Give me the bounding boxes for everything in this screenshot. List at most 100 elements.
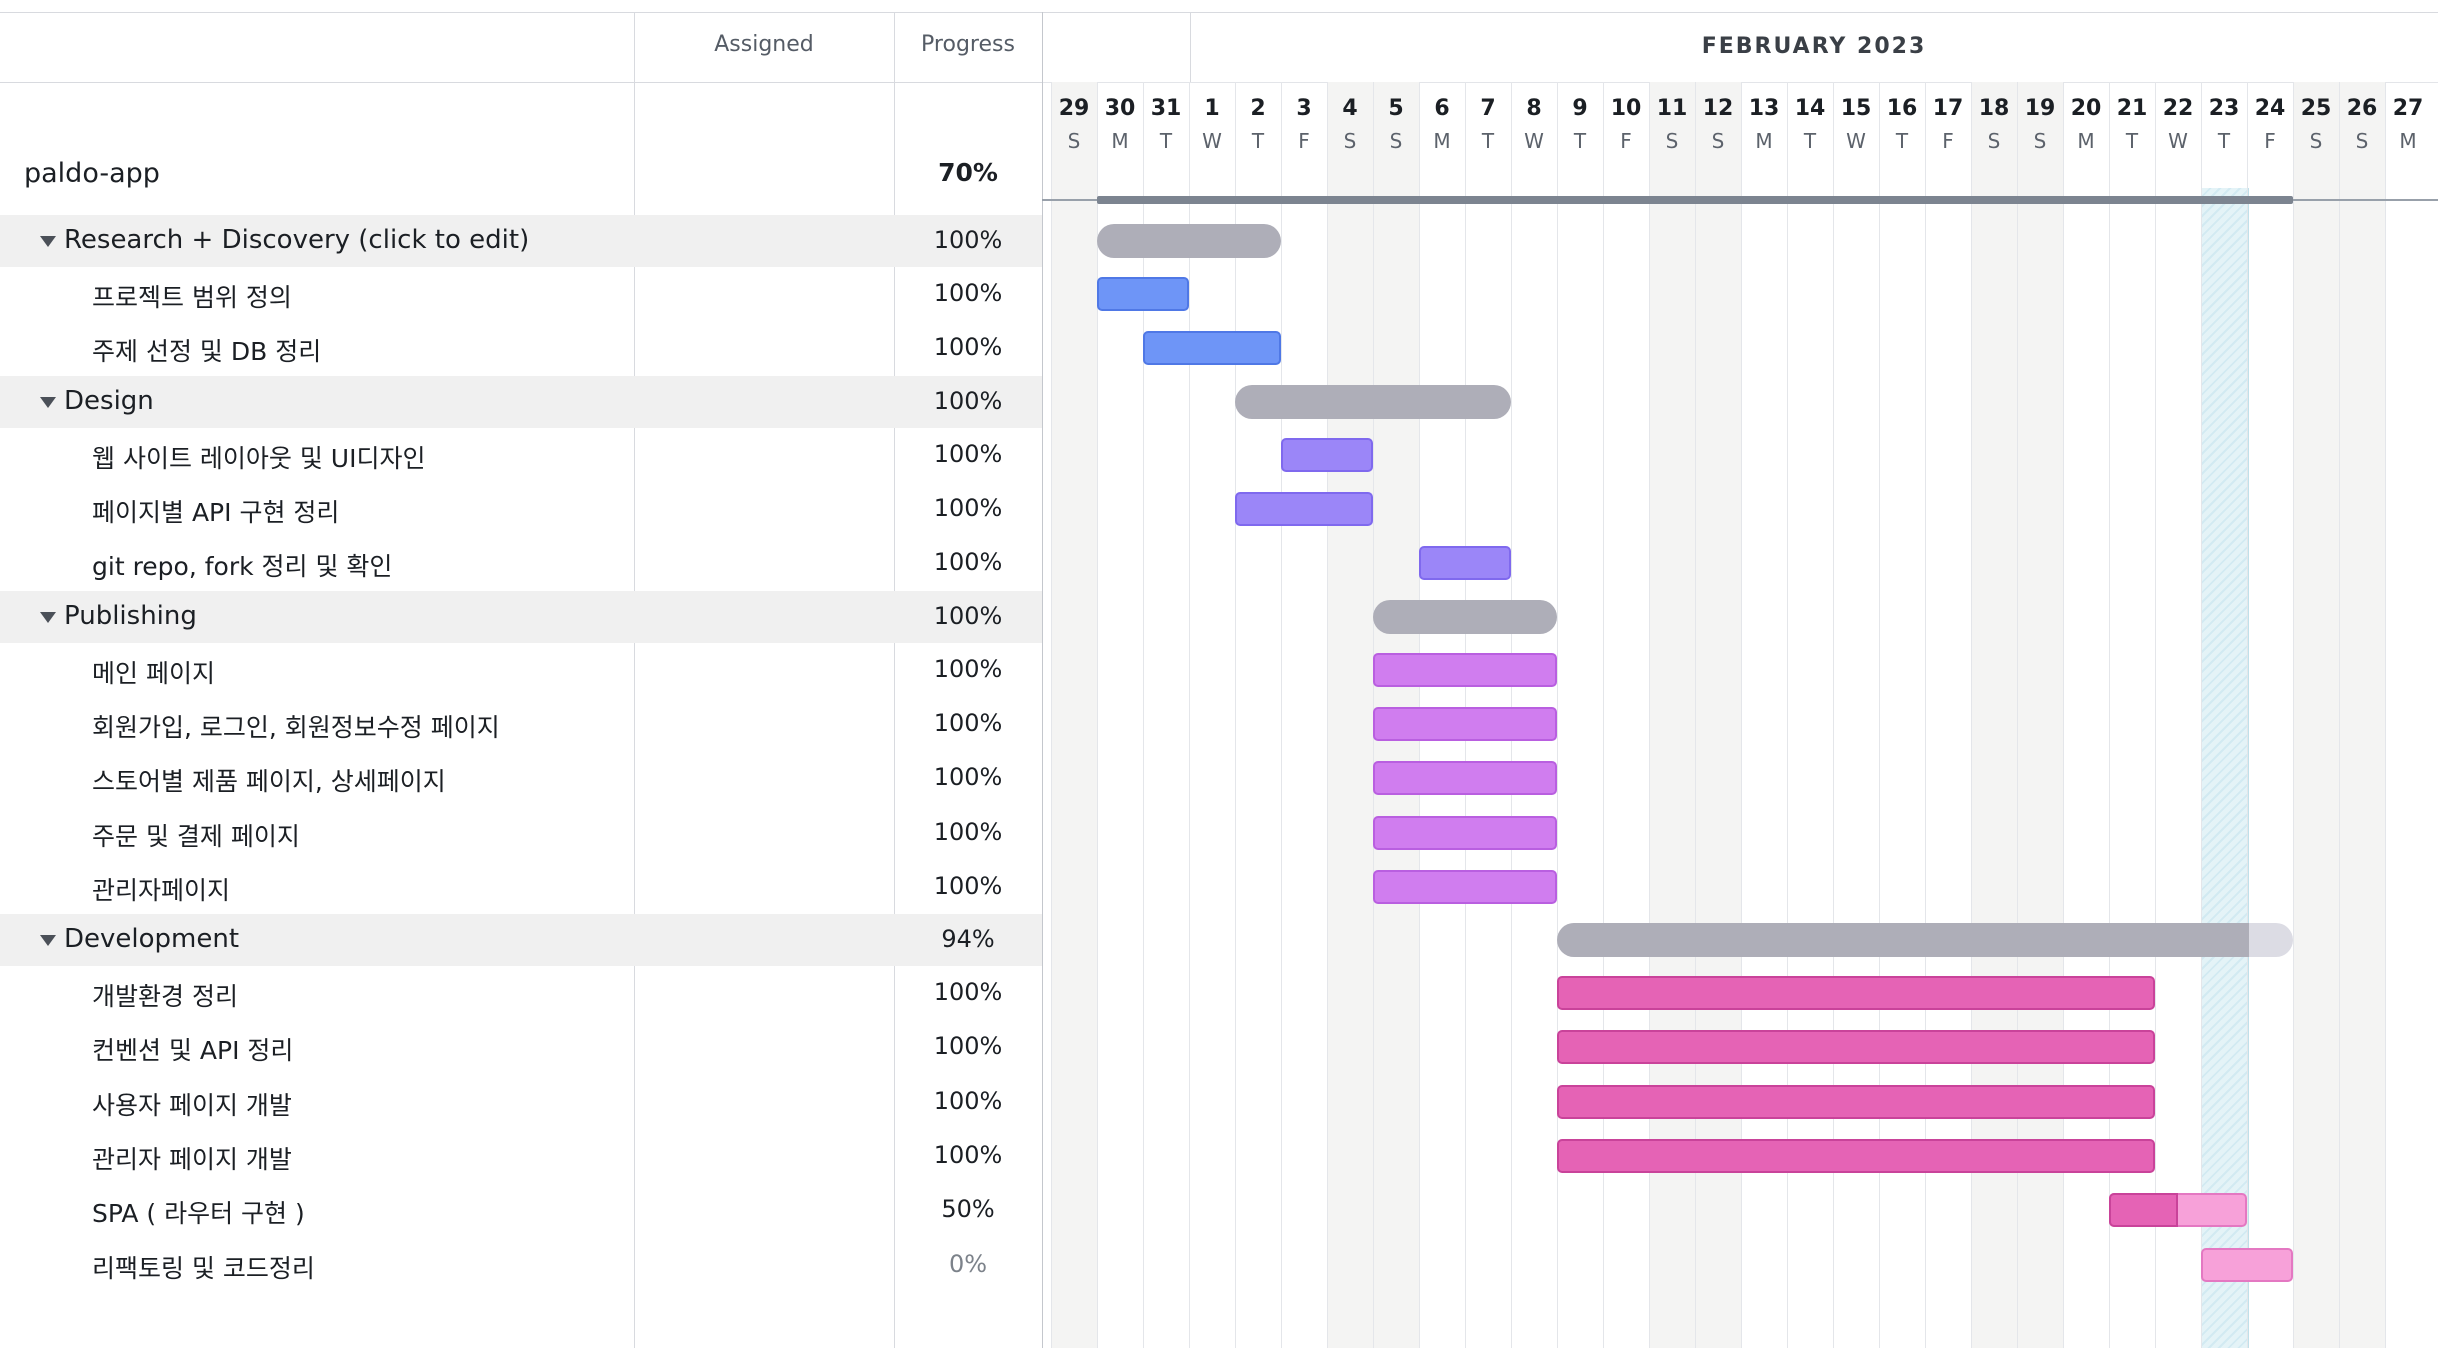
day-number: 16: [1886, 96, 1918, 121]
day-number: 25: [2300, 96, 2332, 121]
day-weekday: W: [1846, 129, 1866, 153]
day-number: 1: [1204, 96, 1220, 121]
group-name[interactable]: Development: [64, 924, 240, 954]
day-number: 26: [2346, 96, 2378, 121]
project-progress: 70%: [938, 158, 998, 187]
task-progress: 0%: [948, 1249, 988, 1278]
project-name[interactable]: paldo-app: [24, 158, 160, 189]
task-bar[interactable]: [1557, 1139, 2155, 1174]
collapse-caret-icon[interactable]: [40, 935, 56, 946]
task-name[interactable]: 주문 및 결제 페이지: [92, 821, 300, 851]
task-progress: 100%: [933, 601, 1003, 630]
assigned-header[interactable]: Assigned: [714, 32, 814, 57]
task-progress: 100%: [933, 439, 1003, 468]
day-number: 31: [1150, 96, 1182, 121]
task-bar[interactable]: [1557, 976, 2155, 1011]
day-gridline: [1741, 82, 1742, 1348]
task-name[interactable]: 관리자 페이지 개발: [92, 1145, 292, 1175]
group-bar[interactable]: [1557, 923, 2293, 957]
collapse-caret-icon[interactable]: [40, 236, 56, 247]
task-name[interactable]: git repo, fork 정리 및 확인: [92, 552, 393, 582]
progress-header[interactable]: Progress: [921, 32, 1015, 57]
collapse-caret-icon[interactable]: [40, 611, 56, 623]
day-weekday: S: [1665, 129, 1679, 153]
day-gridline: [2109, 82, 2110, 1348]
group-row-band: [0, 215, 1042, 267]
task-progress: 100%: [933, 494, 1003, 523]
group-bar[interactable]: [1097, 224, 1281, 258]
day-number: 12: [1702, 96, 1734, 121]
day-gridline: [2339, 82, 2340, 1348]
day-weekday: T: [1481, 129, 1495, 153]
task-name[interactable]: 주제 선정 및 DB 정리: [92, 337, 322, 367]
weekend-column: [1971, 82, 2017, 1348]
task-name[interactable]: 사용자 페이지 개발: [92, 1090, 292, 1120]
day-weekday: S: [2033, 129, 2047, 153]
day-gridline: [2155, 82, 2156, 1348]
task-name[interactable]: 개발환경 정리: [92, 982, 238, 1012]
task-bar[interactable]: [1281, 437, 1373, 472]
month-label: FEBRUARY 2023: [1701, 34, 1927, 59]
task-bar[interactable]: [1373, 761, 1557, 796]
task-name[interactable]: 프로젝트 범위 정의: [92, 283, 292, 313]
collapse-caret-icon[interactable]: [40, 396, 56, 408]
task-name[interactable]: 웹 사이트 레이아웃 및 UI디자인: [92, 443, 426, 473]
task-progress: 100%: [933, 978, 1003, 1007]
day-weekday: S: [1987, 129, 2001, 153]
task-bar[interactable]: [1557, 1084, 2155, 1119]
top-border: [0, 12, 2438, 13]
task-name[interactable]: SPA ( 라우터 구현 ): [92, 1199, 305, 1229]
task-name[interactable]: 메인 페이지: [92, 658, 215, 688]
group-row-band: [0, 914, 1042, 966]
task-bar[interactable]: [2109, 1193, 2247, 1228]
col-divider-name: [634, 12, 635, 1348]
task-bar[interactable]: [1373, 815, 1557, 850]
group-name[interactable]: Publishing: [64, 600, 197, 631]
task-bar[interactable]: [1557, 1030, 2155, 1065]
task-bar[interactable]: [1143, 331, 1281, 366]
task-progress: 100%: [933, 333, 1003, 362]
day-number: 8: [1526, 96, 1542, 121]
group-bar[interactable]: [1373, 599, 1557, 634]
task-name[interactable]: 스토어별 제품 페이지, 상세페이지: [92, 767, 446, 797]
task-name[interactable]: 관리자페이지: [92, 875, 231, 905]
day-weekday: S: [2355, 129, 2369, 153]
group-row-band: [0, 590, 1042, 643]
day-gridline: [2385, 82, 2386, 1348]
task-name[interactable]: 회원가입, 로그인, 회원정보수정 페이지: [92, 712, 500, 742]
weekend-column: [1649, 82, 1695, 1348]
task-name[interactable]: 리팩토링 및 코드정리: [92, 1253, 315, 1283]
day-weekday: W: [2168, 129, 2188, 153]
task-bar-fill: [2109, 1193, 2178, 1228]
day-gridline: [1189, 82, 1190, 1348]
weekend-column: [2017, 82, 2063, 1348]
day-weekday: M: [2077, 129, 2095, 153]
day-gridline: [2201, 82, 2202, 1348]
day-number: 2: [1250, 96, 1266, 121]
task-bar[interactable]: [1419, 546, 1511, 581]
group-bar[interactable]: [1235, 384, 1511, 419]
task-name[interactable]: 페이지별 API 구현 정리: [92, 498, 340, 528]
task-bar[interactable]: [1373, 652, 1557, 687]
day-number: 21: [2116, 96, 2148, 121]
task-bar[interactable]: [1235, 492, 1373, 527]
task-bar[interactable]: [2201, 1247, 2293, 1282]
panel-divider: [1042, 12, 1043, 1348]
day-number: 19: [2024, 96, 2056, 121]
day-gridline: [1787, 82, 1788, 1348]
day-number: 20: [2070, 96, 2102, 121]
group-name[interactable]: Design: [64, 385, 154, 416]
task-bar[interactable]: [1373, 706, 1557, 741]
day-number: 15: [1840, 96, 1872, 121]
task-bar[interactable]: [1097, 277, 1189, 312]
day-weekday: W: [1524, 129, 1544, 153]
project-summary-bar[interactable]: [1097, 196, 2293, 204]
day-weekday: T: [1251, 129, 1265, 153]
task-bar[interactable]: [1373, 869, 1557, 904]
task-progress: 100%: [933, 817, 1003, 846]
day-gridline: [1603, 82, 1604, 1348]
group-name[interactable]: Research + Discovery (click to edit): [64, 225, 530, 255]
day-gridline: [1557, 82, 1558, 1348]
day-weekday: W: [1202, 129, 1222, 153]
task-name[interactable]: 컨벤션 및 API 정리: [92, 1036, 294, 1066]
